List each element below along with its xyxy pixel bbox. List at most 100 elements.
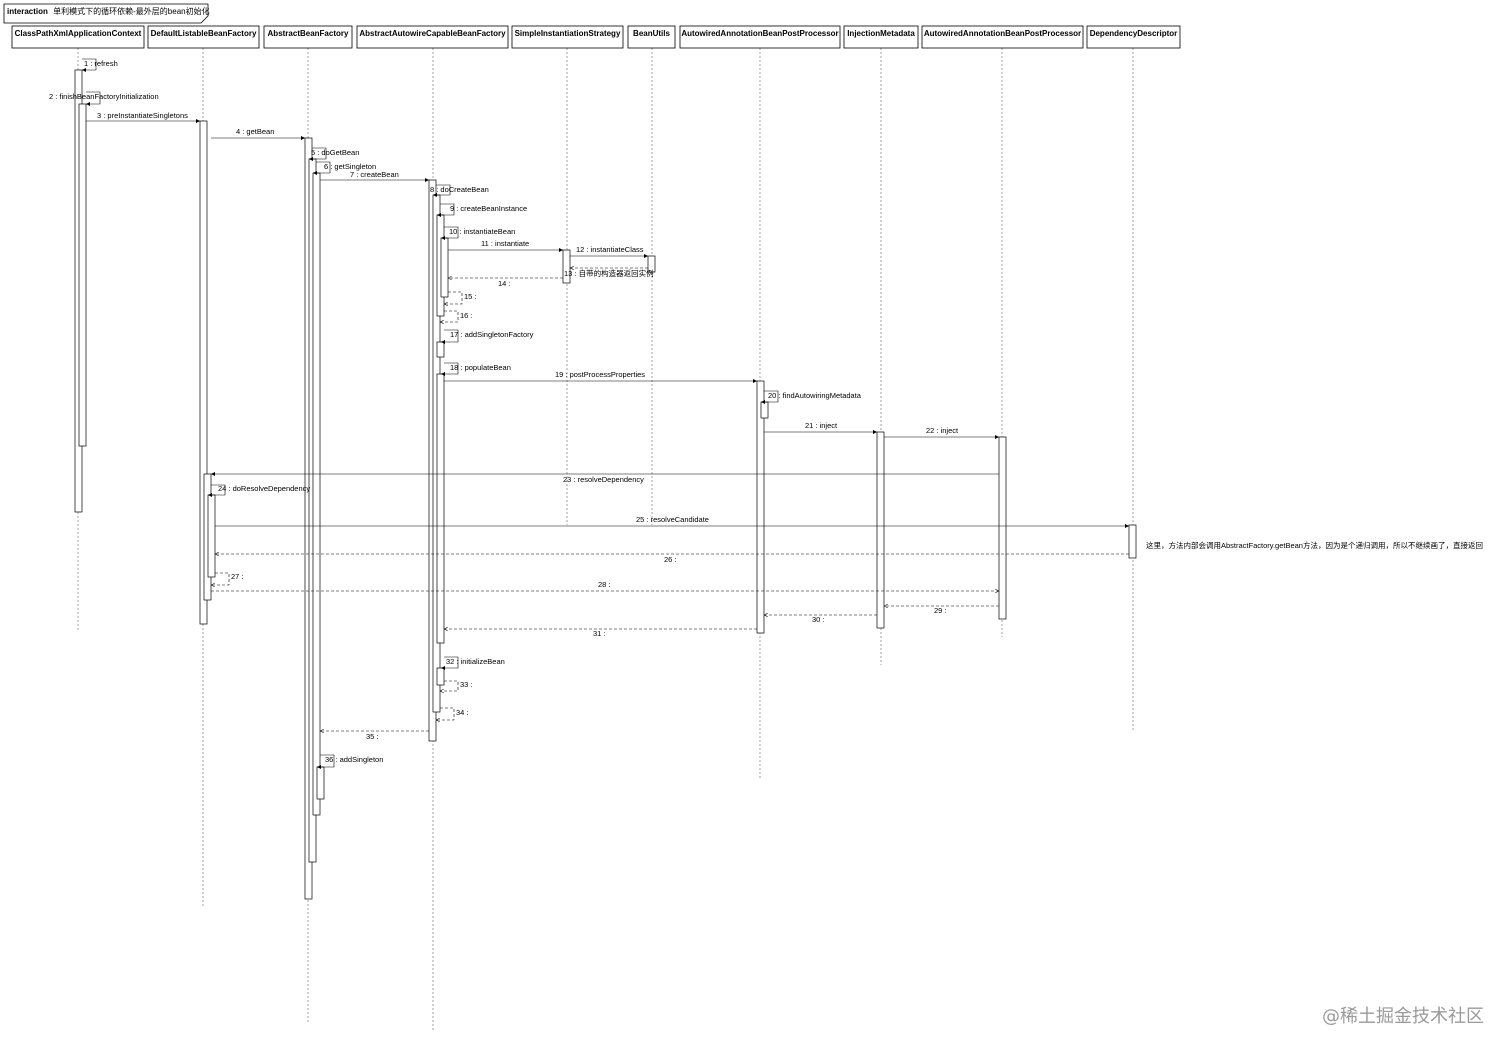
activation-bar xyxy=(440,237,449,298)
message-12: 12 : instantiateClass xyxy=(570,245,648,259)
message-label: 36 : addSingleton xyxy=(325,755,383,764)
message-1: 1 : refresh xyxy=(82,58,118,73)
message-31: 31 : xyxy=(444,629,757,638)
lifeline-label: AutowiredAnnotationBeanPostProcessor xyxy=(924,29,1081,38)
lifeline-header-box xyxy=(679,25,841,49)
message-label: 1 : refresh xyxy=(84,59,118,68)
lifeline-header-box xyxy=(1086,25,1181,49)
message-30: 30 : xyxy=(764,615,877,624)
message-26: 26 : xyxy=(215,554,1129,564)
activation-bar xyxy=(1128,524,1137,559)
lifeline-aabpp2: AutowiredAnnotationBeanPostProcessor xyxy=(921,25,1084,637)
activation-bar xyxy=(562,249,571,284)
self-call-arrow xyxy=(441,362,459,377)
message-label: 5 : doGetBean xyxy=(311,148,359,157)
message-6: 6 : getSingleton xyxy=(313,161,376,176)
self-return-arrow xyxy=(211,572,230,585)
self-call-arrow xyxy=(86,91,101,107)
activation-bar xyxy=(436,373,445,644)
message-18: 18 : populateBean xyxy=(441,362,511,377)
activation-bar xyxy=(436,667,445,686)
message-14: 14 : xyxy=(448,278,563,288)
message-11: 11 : instantiate xyxy=(448,239,563,253)
self-call-arrow xyxy=(761,390,779,405)
message-label: 13 : 自带的构造器返回实例 xyxy=(564,268,654,278)
activation-bar xyxy=(876,431,885,629)
frame-keyword: interaction xyxy=(7,7,48,16)
frame-title: 单利模式下的循环依赖-最外层的bean初始化 xyxy=(53,6,209,16)
message-label: 25 : resolveCandidate xyxy=(636,515,709,524)
message-28: 28 : xyxy=(211,580,999,591)
lifeline-bu: BeanUtils xyxy=(627,25,676,525)
lifeline-label: BeanUtils xyxy=(633,29,670,38)
lifeline-label: DependencyDescriptor xyxy=(1090,29,1178,38)
message-17: 17 : addSingletonFactory xyxy=(441,329,534,345)
message-21: 21 : inject xyxy=(764,421,877,435)
message-label: 14 : xyxy=(498,279,511,288)
message-label: 16 : xyxy=(460,311,473,320)
message-32: 32 : initializeBean xyxy=(441,656,505,671)
message-label: 4 : getBean xyxy=(236,127,274,136)
lifeline-aabpp1: AutowiredAnnotationBeanPostProcessor xyxy=(679,25,841,778)
message-label: 20 : findAutowiringMetadata xyxy=(768,391,862,400)
message-label: 27 : xyxy=(231,572,244,581)
message-label: 6 : getSingleton xyxy=(324,162,376,171)
lifeline-dd: DependencyDescriptor xyxy=(1086,25,1181,732)
self-call-arrow xyxy=(437,203,455,218)
activation-bar xyxy=(647,255,656,273)
message-label: 29 : xyxy=(934,606,947,615)
message-27: 27 : xyxy=(211,572,244,585)
interaction-frame: interaction 单利模式下的循环依赖-最外层的bean初始化 xyxy=(3,3,210,24)
message-4: 4 : getBean xyxy=(211,127,305,141)
lifeline-label: ClassPathXmlApplicationContext xyxy=(15,29,142,38)
message-label: 8 : doCreateBean xyxy=(430,185,489,194)
lifeline-header-box xyxy=(147,25,260,49)
activation-bar xyxy=(998,436,1007,620)
lifeline-im: InjectionMetadata xyxy=(843,25,919,665)
message-label: 12 : instantiateClass xyxy=(576,245,644,254)
message-label: 7 : createBean xyxy=(350,170,399,179)
lifeline-header-box xyxy=(511,25,624,49)
message-label: 35 : xyxy=(366,732,379,741)
message-9: 9 : createBeanInstance xyxy=(437,203,527,218)
message-label: 18 : populateBean xyxy=(450,363,511,372)
message-13: 13 : 自带的构造器返回实例 xyxy=(564,268,654,278)
self-call-arrow xyxy=(441,329,459,345)
message-8: 8 : doCreateBean xyxy=(430,184,489,198)
svg-text:interaction 单利模式下的循环依赖-最: interaction 单利模式下的循环依赖-最外层的bean初始化 xyxy=(7,6,210,16)
lifeline-header-box xyxy=(921,25,1084,49)
note: 这里，方法内部会调用AbstractFactory.getBean方法，因为是个… xyxy=(1146,540,1483,550)
lifeline-header-box xyxy=(11,25,145,49)
lifeline-header-box xyxy=(263,25,353,49)
message-29: 29 : xyxy=(884,606,999,615)
watermark: @稀土掘金技术社区 xyxy=(1322,1006,1484,1027)
activation-bar xyxy=(760,401,769,419)
activation-bar xyxy=(78,103,87,447)
self-return-arrow xyxy=(440,310,459,322)
lifeline-header-box xyxy=(627,25,676,49)
message-label: 17 : addSingletonFactory xyxy=(450,330,534,339)
message-15: 15 : xyxy=(444,291,477,304)
self-call-arrow xyxy=(309,147,327,162)
activation-bar xyxy=(756,380,765,634)
lifeline-header-box xyxy=(843,25,919,49)
message-5: 5 : doGetBean xyxy=(309,147,359,162)
message-label: 19 : postProcessProperties xyxy=(555,370,645,379)
message-label: 31 : xyxy=(593,629,606,638)
message-34: 34 : xyxy=(436,707,469,720)
message-2: 2 : finishBeanFactoryInitialization xyxy=(49,91,159,107)
activation-bar xyxy=(207,494,216,578)
self-call-arrow xyxy=(317,754,335,770)
lifeline-label: SimpleInstantiationStrategy xyxy=(515,29,621,38)
message-20: 20 : findAutowiringMetadata xyxy=(761,390,862,405)
message-label: 21 : inject xyxy=(805,421,838,430)
message-label: 23 : resolveDependency xyxy=(563,475,644,484)
message-36: 36 : addSingleton xyxy=(317,754,383,770)
activation-bar xyxy=(199,120,208,625)
message-label: 22 : inject xyxy=(926,426,959,435)
self-return-arrow xyxy=(436,707,455,720)
self-return-arrow xyxy=(440,680,459,691)
message-25: 25 : resolveCandidate xyxy=(215,515,1129,529)
message-label: 11 : instantiate xyxy=(481,239,529,248)
